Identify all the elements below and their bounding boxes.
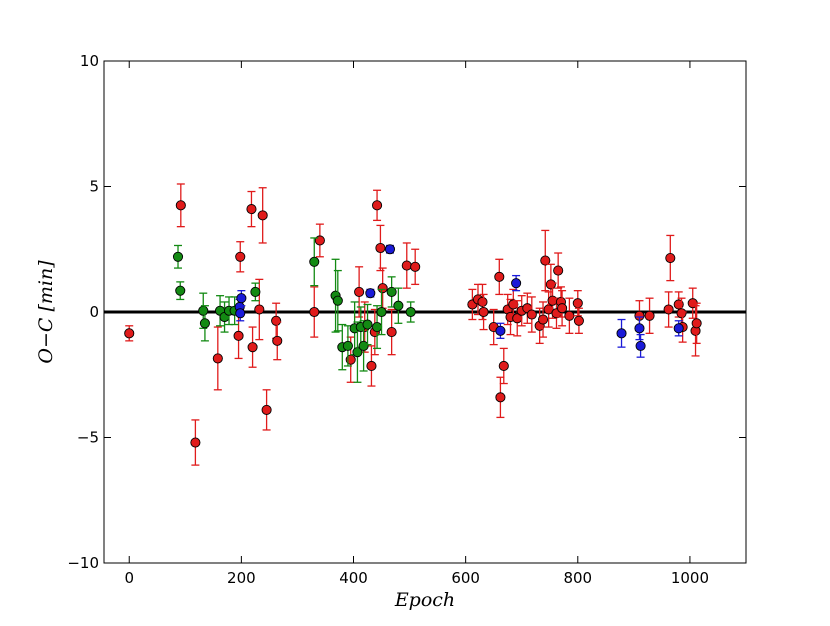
data-point [235, 308, 246, 319]
y-tick-label: −10 [67, 554, 99, 572]
data-point [495, 392, 506, 403]
data-point [547, 295, 558, 306]
data-point [366, 360, 377, 372]
data-point [257, 210, 268, 221]
data-point [386, 327, 397, 338]
x-tick-label: 800 [563, 569, 592, 587]
data-point [247, 342, 258, 353]
data-point [309, 306, 320, 318]
data-point [372, 322, 383, 333]
data-point [573, 315, 584, 326]
data-point [616, 328, 627, 339]
series-3 [234, 244, 684, 358]
x-tick-label: 200 [227, 569, 256, 587]
data-point [124, 328, 135, 339]
data-point [405, 306, 416, 318]
data-point [635, 340, 646, 351]
data-point [494, 271, 505, 282]
data-point [393, 300, 404, 311]
data-point [376, 306, 387, 318]
y-tick-label: 5 [89, 178, 99, 196]
data-point [172, 251, 184, 262]
data-point [309, 256, 320, 267]
data-point [236, 293, 247, 304]
data-point [246, 204, 257, 215]
y-axis-label: O−C [min] [35, 260, 57, 364]
data-point [354, 286, 365, 297]
data-point [495, 325, 506, 336]
plot-area [104, 183, 746, 466]
y-tick-label: −5 [77, 429, 99, 447]
plot-frame [103, 60, 747, 564]
data-point [175, 285, 186, 296]
data-point [261, 404, 272, 415]
data-point [199, 318, 210, 329]
data-point [540, 255, 551, 266]
data-point [572, 298, 583, 309]
data-point [478, 306, 489, 318]
y-tick-label: 10 [80, 52, 99, 70]
data-point [644, 310, 655, 321]
data-point [498, 360, 509, 372]
data-point [663, 304, 674, 315]
data-point [477, 296, 488, 308]
data-point [526, 309, 537, 320]
series-1 [124, 183, 702, 466]
data-point [375, 242, 386, 254]
data-point [190, 437, 201, 448]
data-point [271, 315, 282, 326]
data-point [314, 235, 325, 246]
x-tick-label: 0 [124, 569, 134, 587]
data-point [634, 323, 645, 334]
data-point [564, 310, 575, 321]
data-point [401, 260, 412, 271]
data-point [332, 295, 343, 306]
data-point [557, 303, 568, 314]
data-point [508, 299, 519, 310]
data-point [410, 261, 421, 272]
data-point [372, 200, 383, 211]
data-point [250, 286, 261, 297]
data-point [553, 265, 564, 276]
x-tick-label: 400 [339, 569, 368, 587]
data-point [358, 340, 369, 351]
data-point [691, 318, 702, 329]
data-point [198, 305, 209, 316]
data-point [365, 288, 376, 299]
x-tick-label: 1000 [671, 569, 709, 587]
data-point [342, 340, 353, 351]
data-point [377, 283, 388, 294]
y-tick-label: 0 [89, 303, 99, 321]
data-point [665, 252, 676, 264]
data-point [362, 319, 373, 330]
data-point [235, 251, 246, 262]
data-point [545, 279, 556, 290]
data-point [175, 200, 186, 211]
data-point [212, 353, 223, 364]
data-point [511, 278, 522, 289]
series-2 [172, 237, 416, 383]
data-point [233, 330, 244, 341]
data-point [676, 308, 687, 319]
x-tick-label: 600 [451, 569, 480, 587]
data-point [537, 314, 549, 325]
data-point [384, 244, 396, 255]
data-point [272, 335, 283, 346]
data-point [254, 304, 265, 315]
x-axis-label: Epoch [394, 589, 455, 611]
data-point [673, 323, 684, 334]
axis-ticks: 0 200 400 600 800 1000 −10 −5 0 5 10 [67, 52, 746, 587]
data-point [386, 286, 397, 297]
